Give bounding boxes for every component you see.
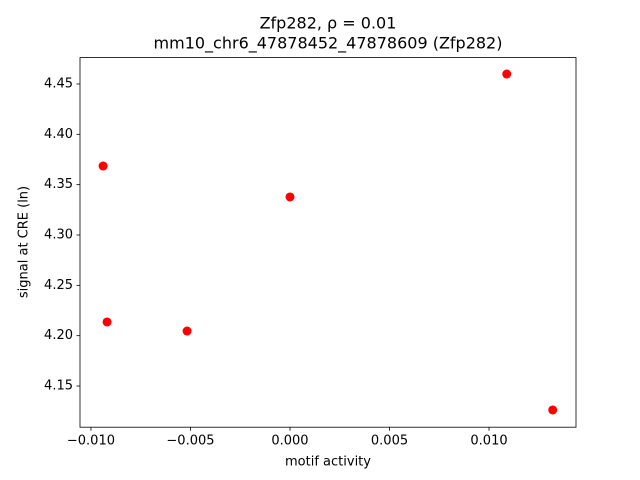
x-tick-label: 0.000: [271, 434, 308, 449]
y-tick-label: 4.30: [44, 227, 73, 242]
y-tick-label: 4.15: [44, 379, 73, 394]
chart-title: Zfp282, ρ = 0.01: [260, 14, 397, 33]
x-tick-label: −0.010: [67, 434, 115, 449]
y-tick-label: 4.45: [44, 76, 73, 91]
chart-subtitle: mm10_chr6_47878452_47878609 (Zfp282): [154, 34, 503, 54]
y-tick-label: 4.40: [44, 127, 73, 142]
x-tick-label: 0.010: [470, 434, 507, 449]
y-tick-label: 4.20: [44, 328, 73, 343]
y-tick-label: 4.35: [44, 177, 73, 192]
point: [102, 317, 112, 327]
point: [502, 69, 512, 79]
x-tick-label: −0.005: [166, 434, 214, 449]
point: [98, 161, 108, 171]
x-axis-label: motif activity: [285, 455, 371, 470]
point: [182, 326, 192, 336]
x-tick-label: 0.005: [371, 434, 408, 449]
y-tick-label: 4.25: [44, 278, 73, 293]
y-axis-label: signal at CRE (ln): [17, 186, 32, 298]
point: [548, 405, 558, 415]
plot-frame: [79, 57, 577, 428]
point: [285, 192, 295, 202]
